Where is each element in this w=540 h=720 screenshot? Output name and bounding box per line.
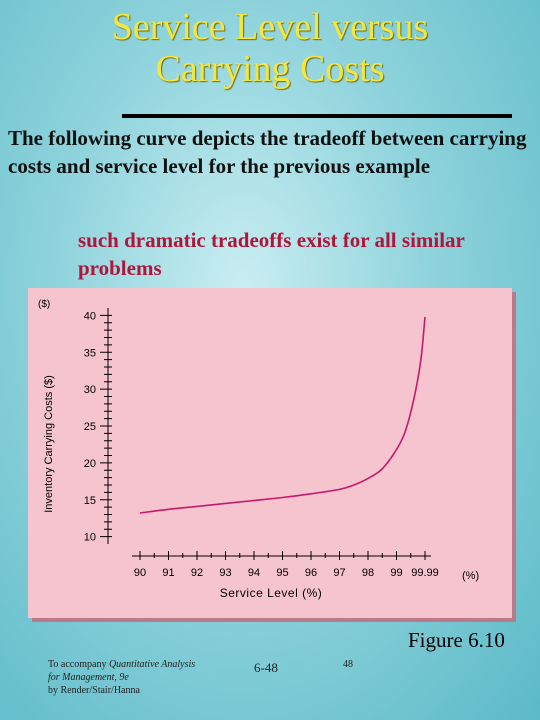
y-tick-label: 20 <box>84 458 96 470</box>
x-tick-label: 97 <box>333 567 345 579</box>
tick-labels: 10 15 20 25 30 35 40 90 91 92 93 94 95 96 97 98 99 99.99 <box>84 310 439 579</box>
x-tick-label: 99.99 <box>411 567 439 579</box>
title-line-1: Service Level versus <box>111 6 429 48</box>
x-tick-label: 99 <box>390 567 402 579</box>
title-divider <box>122 114 512 118</box>
footer-book-title-2: for Management, 9e <box>48 672 129 683</box>
x-axis-unit: (%) <box>462 570 479 582</box>
page-number: 48 <box>343 659 353 670</box>
y-tick-label: 25 <box>84 421 96 433</box>
y-axis-label: Inventory Carrying Costs ($) <box>43 375 55 513</box>
slide-code: 6-48 <box>254 660 278 675</box>
y-axis-unit: ($) <box>38 299 50 310</box>
sub-point: such dramatic tradeoffs exist for all si… <box>78 228 465 280</box>
y-tick-label: 30 <box>84 384 96 396</box>
x-axis-label: Service Level (%) <box>220 586 323 600</box>
footer-book-title: Quantitative Analysis <box>108 659 196 670</box>
x-tick-label: 90 <box>134 567 146 579</box>
title-line-2: Carrying Costs <box>155 48 385 90</box>
slide-title: Service Level versus Carrying Costs <box>0 6 540 90</box>
x-tick-label: 95 <box>276 567 288 579</box>
chart-svg: ($) (%) Inventory Carrying Costs ($) Ser… <box>38 299 479 600</box>
footer-authors: by Render/Stair/Hanna <box>48 685 140 696</box>
footer-line-1: To accompany <box>48 659 109 670</box>
x-tick-label: 94 <box>248 567 260 579</box>
footer-credit: To accompany Quantitative Analysis for M… <box>48 658 218 697</box>
y-tick-label: 15 <box>84 495 96 507</box>
x-tick-label: 98 <box>362 567 374 579</box>
chart-panel: ($) (%) Inventory Carrying Costs ($) Ser… <box>28 288 512 618</box>
y-tick-label: 40 <box>84 310 96 322</box>
axis-ticks <box>100 308 431 560</box>
x-tick-label: 93 <box>219 567 231 579</box>
y-tick-label: 10 <box>84 532 96 544</box>
x-tick-label: 92 <box>191 567 203 579</box>
body-text: The following curve depicts the tradeoff… <box>8 126 527 178</box>
y-tick-label: 35 <box>84 347 96 359</box>
figure-label: Figure 6.10 <box>408 628 505 652</box>
x-tick-label: 91 <box>162 567 174 579</box>
x-tick-label: 96 <box>305 567 317 579</box>
series-line <box>139 316 426 514</box>
